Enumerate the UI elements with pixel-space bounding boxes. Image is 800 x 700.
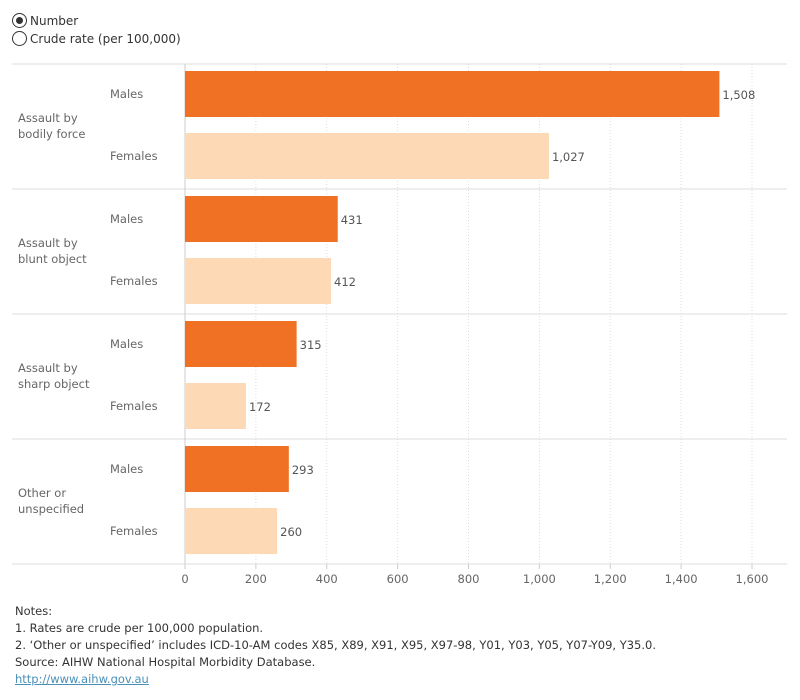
category-label: Other or — [18, 486, 66, 500]
x-tick-label: 200 — [245, 572, 267, 586]
bar-males — [185, 71, 720, 117]
bar-males — [185, 321, 297, 367]
bar-chart: 0 200 400 600 800 1,000 1,200 1,400 1,600 Assault… — [12, 63, 787, 586]
x-tick-label: 800 — [458, 572, 480, 586]
bar-females — [185, 133, 549, 179]
radio-number[interactable]: Number — [12, 13, 78, 28]
bar-females — [185, 508, 278, 554]
radio-label: Number — [30, 13, 79, 28]
x-tick-label: 0 — [181, 572, 188, 586]
series-label: Females — [110, 399, 158, 413]
radio-unselected-icon[interactable] — [12, 31, 27, 46]
category-label: blunt object — [18, 252, 87, 266]
bar-males — [185, 446, 289, 492]
radio-label: Crude rate (per 100,000) — [30, 31, 181, 46]
x-tick-label: 600 — [387, 572, 409, 586]
source-line: Source: AIHW National Hospital Morbidity… — [15, 655, 316, 669]
series-label: Females — [110, 149, 158, 163]
x-tick-label: 1,400 — [665, 572, 698, 586]
category-label: unspecified — [18, 502, 84, 516]
series-label: Females — [110, 274, 158, 288]
category-label: Assault by — [18, 361, 78, 375]
radio-selected-icon[interactable] — [12, 13, 27, 28]
bar-males — [185, 196, 338, 242]
data-label: 315 — [300, 338, 322, 352]
data-label: 1,027 — [552, 150, 585, 164]
data-label: 1,508 — [722, 88, 755, 102]
x-tick-label: 1,200 — [594, 572, 627, 586]
notes-heading: Notes: — [15, 604, 53, 618]
bar-females — [185, 383, 246, 429]
notes: Notes: 1. Rates are crude per 100,000 po… — [15, 603, 656, 688]
note-line: 1. Rates are crude per 100,000 populatio… — [15, 621, 264, 635]
x-tick-label: 1,000 — [523, 572, 556, 586]
data-label: 431 — [341, 213, 363, 227]
series-label: Males — [110, 462, 143, 476]
x-tick-label: 400 — [316, 572, 338, 586]
data-label: 293 — [292, 463, 314, 477]
note-line: 2. ‘Other or unspecified’ includes ICD-1… — [15, 638, 656, 652]
data-label: 172 — [249, 400, 271, 414]
series-label: Females — [110, 524, 158, 538]
category-label: Assault by — [18, 111, 78, 125]
bar-females — [185, 258, 332, 304]
category-label: bodily force — [18, 127, 85, 141]
category-label: Assault by — [18, 236, 78, 250]
series-label: Males — [110, 212, 143, 226]
category-label: sharp object — [18, 377, 90, 391]
data-label: 412 — [334, 275, 356, 289]
x-tick-label: 1,600 — [736, 572, 769, 586]
aihw-link[interactable]: http://www.aihw.gov.au — [15, 672, 149, 686]
series-label: Males — [110, 87, 143, 101]
series-label: Males — [110, 337, 143, 351]
radio-crude-rate[interactable]: Crude rate (per 100,000) — [12, 31, 181, 46]
data-label: 260 — [280, 525, 302, 539]
